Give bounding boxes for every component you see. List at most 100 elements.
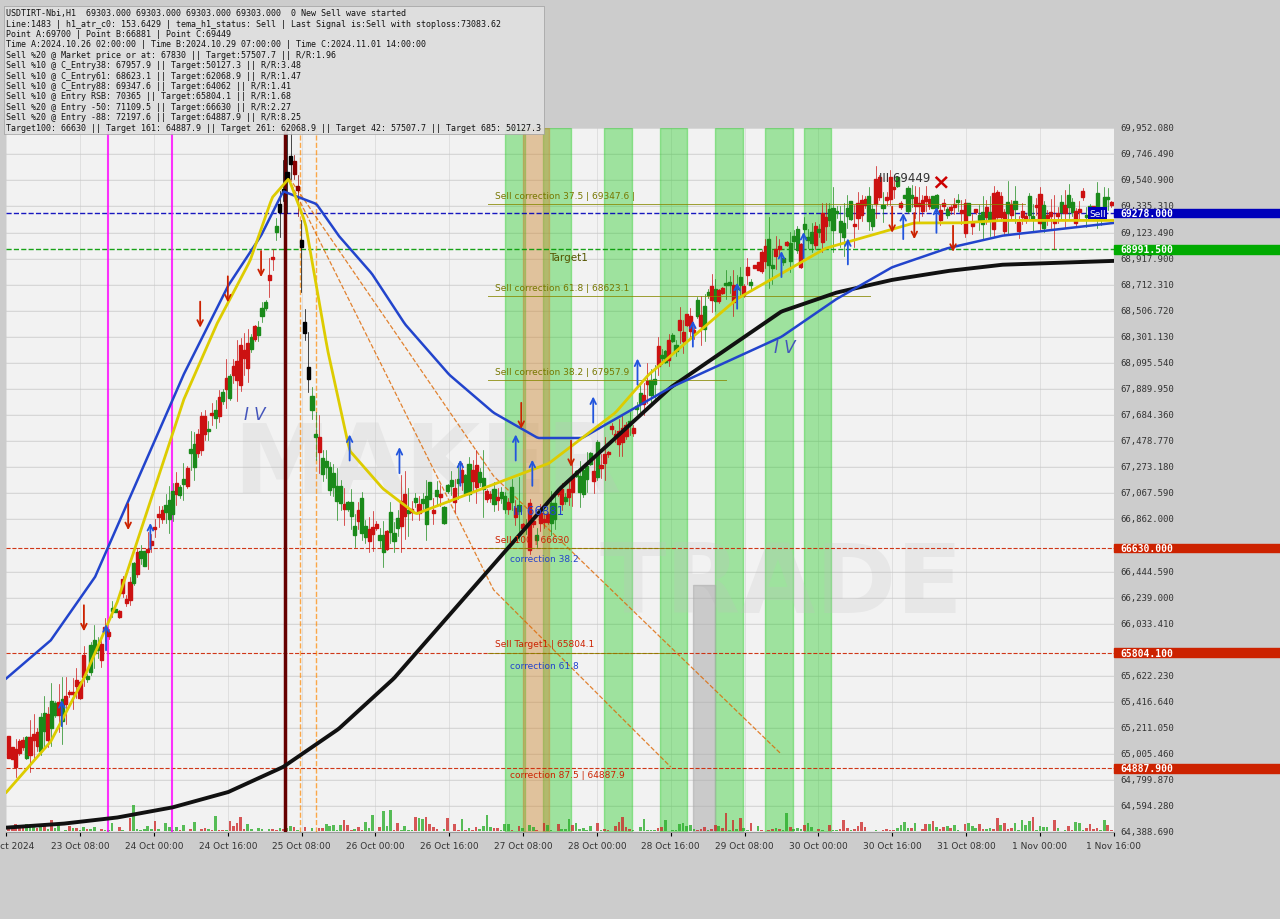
Text: ×: × (931, 173, 950, 192)
Bar (504, 129, 525, 832)
Bar (657, 346, 659, 367)
Bar (1070, 203, 1074, 212)
Bar (143, 829, 146, 831)
Bar (1110, 203, 1112, 206)
Bar (136, 552, 138, 574)
Bar (1032, 217, 1034, 220)
Bar (749, 283, 753, 286)
Bar (461, 819, 463, 831)
Bar (1082, 192, 1084, 198)
Bar (589, 454, 591, 464)
Bar (1078, 210, 1080, 212)
Bar (1114, 544, 1280, 552)
Bar (365, 822, 367, 831)
Bar (1046, 216, 1048, 219)
Bar (282, 829, 284, 831)
Bar (499, 830, 503, 831)
Bar (353, 527, 356, 536)
Bar (1038, 195, 1042, 223)
Bar (607, 452, 609, 455)
Bar (1068, 196, 1070, 208)
Bar (946, 210, 948, 216)
Bar (846, 828, 849, 831)
Bar (58, 824, 60, 831)
Text: correction 38.2: correction 38.2 (511, 554, 579, 563)
Bar (485, 815, 488, 831)
Bar (445, 486, 449, 492)
Bar (660, 356, 663, 358)
Bar (243, 350, 246, 358)
Bar (108, 632, 110, 636)
Bar (832, 210, 835, 231)
Bar (54, 828, 56, 831)
Bar (547, 515, 549, 522)
Bar (1089, 824, 1092, 831)
Bar (68, 692, 70, 694)
Bar (311, 397, 314, 410)
Bar (140, 830, 142, 831)
Bar (399, 830, 402, 831)
Bar (229, 821, 232, 831)
Bar (461, 471, 463, 482)
Bar (157, 515, 160, 517)
Bar (489, 827, 492, 831)
Bar (782, 259, 785, 263)
Bar (125, 599, 128, 603)
Bar (732, 820, 735, 831)
Bar (1056, 214, 1060, 217)
Bar (493, 490, 495, 505)
Bar (756, 826, 759, 831)
Bar (1014, 823, 1016, 831)
Bar (924, 198, 927, 201)
Bar (553, 504, 557, 520)
Bar (182, 480, 186, 485)
Bar (774, 828, 777, 831)
Bar (278, 205, 282, 213)
Bar (771, 266, 774, 268)
Bar (1018, 223, 1020, 233)
Bar (54, 703, 56, 715)
Bar (828, 210, 831, 221)
Bar (189, 449, 192, 453)
Bar (347, 825, 349, 831)
Bar (467, 828, 470, 831)
Bar (303, 827, 306, 831)
Bar (86, 676, 88, 679)
Bar (1014, 201, 1016, 210)
Bar (36, 732, 38, 746)
Bar (970, 222, 974, 227)
Bar (742, 829, 745, 831)
Bar (696, 830, 699, 831)
Bar (1092, 829, 1094, 831)
Bar (257, 828, 260, 831)
Bar (717, 291, 721, 302)
Bar (892, 187, 895, 190)
Text: 66,444.590: 66,444.590 (1120, 567, 1174, 576)
Bar (643, 819, 645, 831)
Bar (964, 824, 966, 831)
Bar (954, 825, 956, 831)
Bar (878, 178, 881, 198)
Bar (154, 821, 156, 831)
Text: 68,095.540: 68,095.540 (1120, 358, 1174, 368)
Bar (357, 827, 360, 831)
Bar (186, 469, 188, 486)
Bar (285, 828, 288, 831)
Bar (289, 157, 292, 165)
Bar (596, 823, 599, 831)
Text: 69,952.080: 69,952.080 (1120, 124, 1174, 133)
Bar (100, 644, 102, 661)
Bar (1082, 830, 1084, 831)
Bar (631, 429, 635, 433)
Bar (1020, 211, 1024, 218)
Bar (1106, 825, 1110, 831)
Bar (996, 819, 998, 831)
Bar (32, 826, 35, 831)
Bar (389, 513, 392, 532)
Bar (599, 465, 603, 468)
Bar (614, 435, 617, 437)
Bar (778, 247, 781, 249)
Bar (549, 504, 553, 524)
Bar (806, 823, 809, 831)
Text: correction 61.8: correction 61.8 (511, 662, 579, 671)
